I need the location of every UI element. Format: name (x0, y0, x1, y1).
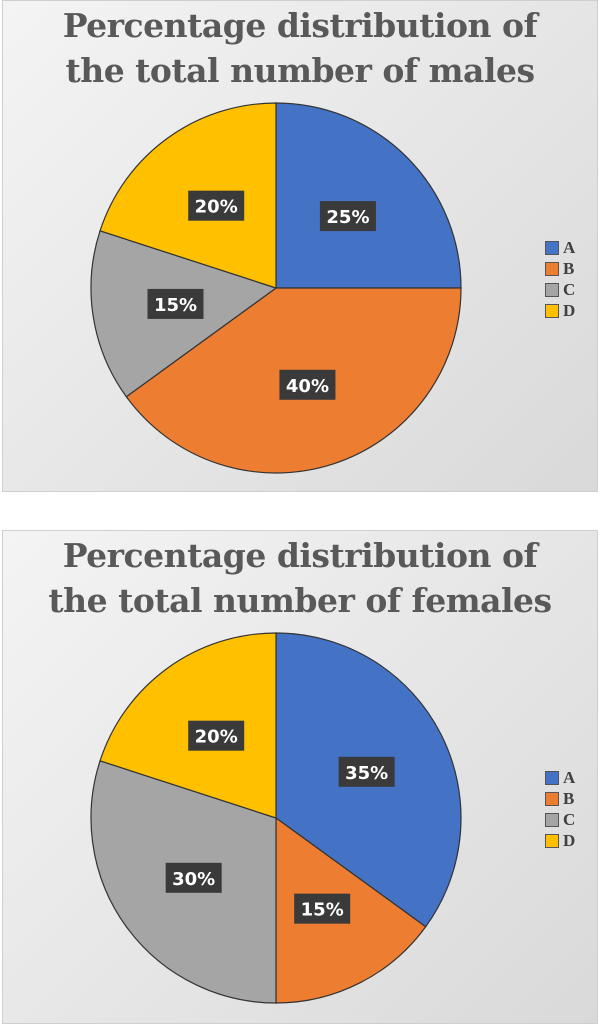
males-legend-item-B: B (545, 258, 575, 279)
males-legend-label-A: A (563, 237, 576, 257)
svg-text:40%: 40% (286, 376, 329, 397)
females-data-label-D: 20% (188, 720, 245, 751)
females-legend-label-B: B (563, 788, 575, 808)
females-slice-B (275, 816, 427, 1004)
svg-text:15%: 15% (301, 900, 344, 921)
males-slice-D (99, 102, 277, 289)
males-legend-item-A: A (545, 237, 575, 258)
males-legend-label-D: D (563, 300, 576, 320)
males-legend-item-C: C (545, 279, 575, 300)
svg-text:15%: 15% (154, 295, 197, 316)
males-chart-panel: Percentage distribution of the total num… (2, 0, 598, 492)
svg-text:35%: 35% (345, 763, 388, 784)
females-pie-chart: 35% 15% 30% 20% (90, 632, 462, 1004)
females-legend-item-A: A (545, 767, 575, 788)
males-data-label-C: 15% (147, 288, 204, 319)
males-chart-title: Percentage distribution of the total num… (62, 6, 538, 90)
males-legend-label-C: C (563, 279, 576, 299)
males-legend-swatch-C (545, 282, 559, 297)
males-legend-swatch-D (545, 303, 559, 318)
females-legend-swatch-B (545, 791, 559, 806)
females-legend-swatch-D (545, 833, 559, 848)
males-slice-A (275, 102, 462, 289)
females-chart-title: Percentage distribution of the total num… (48, 536, 552, 620)
females-legend-swatch-A (545, 770, 559, 785)
females-legend-label-A: A (563, 767, 576, 787)
males-legend-label-B: B (563, 258, 575, 278)
males-legend-swatch-A (545, 240, 559, 255)
females-legend-label-D: D (563, 830, 576, 850)
males-data-label-A: 25% (319, 201, 376, 232)
females-data-label-C: 30% (165, 862, 222, 893)
males-legend-item-D: D (545, 300, 575, 321)
svg-text:25%: 25% (326, 207, 369, 228)
females-data-label-B: 15% (294, 893, 351, 924)
males-data-label-D: 20% (188, 190, 245, 221)
males-pie-chart: 25% 40% 15% 20% (90, 102, 462, 474)
females-slice-D (99, 632, 277, 819)
females-chart-panel: Percentage distribution of the total num… (2, 530, 598, 1024)
svg-text:20%: 20% (195, 727, 238, 748)
females-legend-item-D: D (545, 830, 575, 851)
females-data-label-A: 35% (338, 756, 395, 787)
males-legend-swatch-B (545, 261, 559, 276)
females-legend-swatch-C (545, 812, 559, 827)
females-legend-item-B: B (545, 788, 575, 809)
females-legend-label-C: C (563, 809, 576, 829)
females-legend-item-C: C (545, 809, 575, 830)
svg-text:30%: 30% (172, 869, 215, 890)
males-data-label-B: 40% (279, 369, 336, 400)
svg-text:20%: 20% (195, 197, 238, 218)
